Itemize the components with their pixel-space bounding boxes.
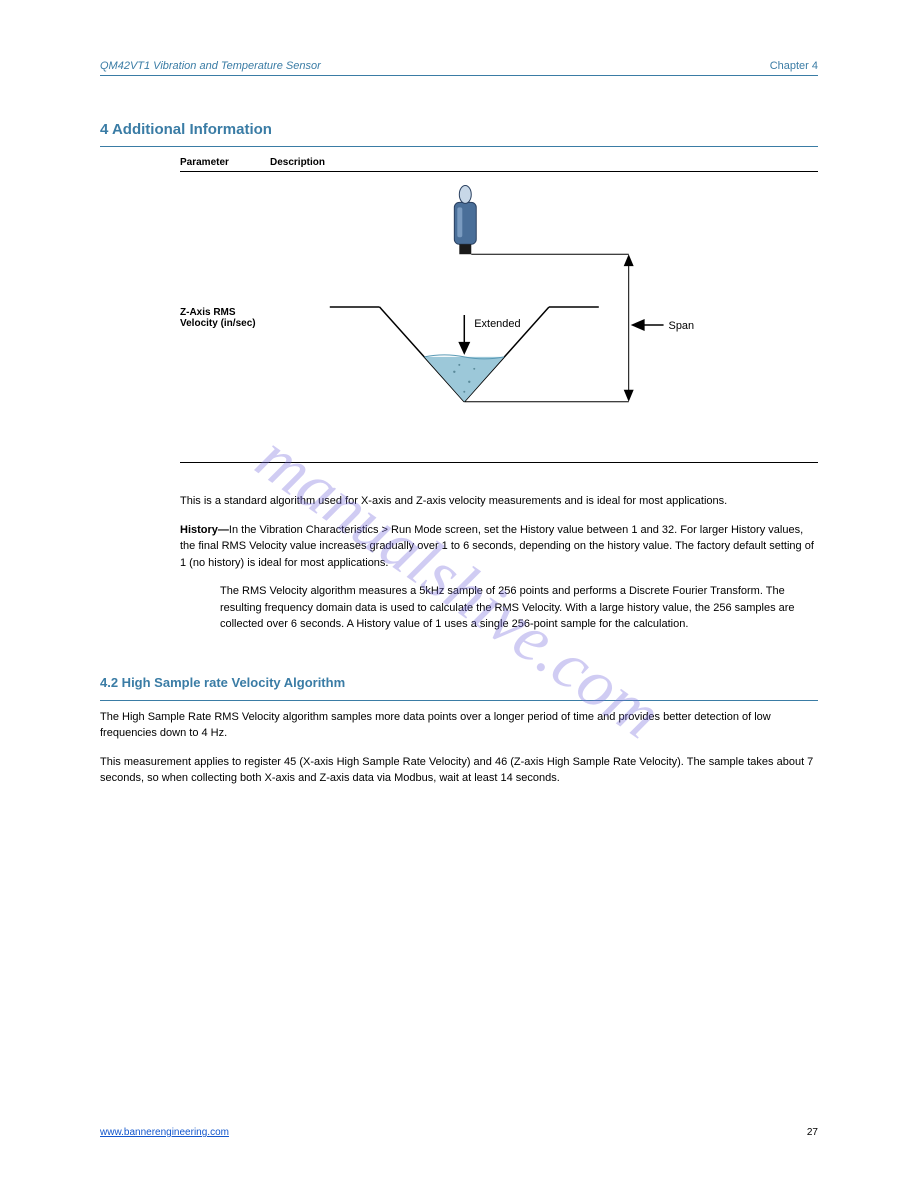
table-header-row: Parameter Description — [180, 157, 818, 172]
water-fill — [424, 357, 504, 402]
section-rule — [100, 146, 818, 147]
span-arrow-top — [624, 254, 634, 266]
table-header-description: Description — [270, 157, 818, 168]
page-header: QM42VT1 Vibration and Temperature Sensor… — [100, 60, 818, 76]
table-header-parameter: Parameter — [180, 157, 270, 168]
channel-left-slope — [380, 307, 465, 402]
footer-link[interactable]: www.bannerengineering.com — [100, 1127, 229, 1138]
standard-desc-paragraph: This is a standard algorithm used for X-… — [180, 493, 818, 510]
row-label: Z-Axis RMS Velocity (in/sec) — [180, 177, 270, 329]
subsection-p1: The High Sample Rate RMS Velocity algori… — [100, 709, 818, 742]
header-chapter: Chapter 4 — [770, 60, 818, 72]
span-label: Span — [669, 320, 695, 332]
history-text: In the Vibration Characteristics > Run M… — [180, 524, 814, 569]
subsection-rule — [100, 700, 818, 701]
table-bottom-rule — [180, 462, 818, 463]
history-details-paragraph: The RMS Velocity algorithm measures a 5k… — [220, 583, 818, 633]
page-footer: www.bannerengineering.com 27 — [100, 1127, 818, 1138]
channel-diagram: Extended Span — [270, 177, 818, 457]
span-arrow-bottom — [624, 390, 634, 402]
extended-label: Extended — [474, 318, 520, 330]
extended-arrow-head — [458, 342, 470, 355]
subsection-title: 4.2 High Sample rate Velocity Algorithm — [100, 675, 818, 690]
footer-url: www.bannerengineering.com — [100, 1127, 229, 1138]
sensor-icon — [454, 185, 476, 254]
section-title: 4 Additional Information — [100, 121, 818, 138]
parameter-table: Parameter Description Z-Axis RMS Velocit… — [180, 157, 818, 463]
history-label: History— — [180, 524, 229, 536]
span-label-arrow-head — [631, 319, 645, 331]
page-container: QM42VT1 Vibration and Temperature Sensor… — [0, 0, 918, 1188]
header-title: QM42VT1 Vibration and Temperature Sensor — [100, 60, 321, 72]
subsection-p2: This measurement applies to register 45 … — [100, 754, 818, 787]
diagram-cell: Extended Span — [270, 177, 818, 457]
table-row: Z-Axis RMS Velocity (in/sec) — [180, 177, 818, 457]
history-paragraph: History—In the Vibration Characteristics… — [180, 522, 818, 572]
footer-page-number: 27 — [807, 1127, 818, 1138]
